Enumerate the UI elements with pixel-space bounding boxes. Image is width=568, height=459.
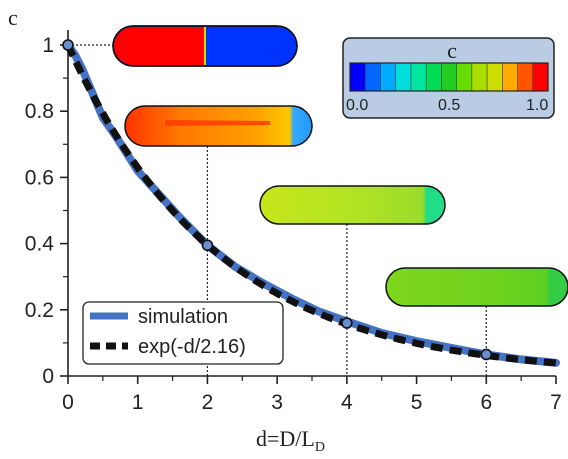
x-tick-label: 0 xyxy=(62,391,74,414)
colorbar-swatch xyxy=(395,63,412,91)
data-marker xyxy=(201,239,214,252)
colorbar-swatch xyxy=(441,63,457,91)
colorbar-swatch xyxy=(365,63,381,91)
colorbar-label-mid: 0.5 xyxy=(438,97,460,114)
legend: simulation exp(-d/2.16) xyxy=(82,301,284,365)
x-tick-label: 4 xyxy=(341,391,353,414)
capsule-d2 xyxy=(124,105,313,147)
colorbar-swatch xyxy=(410,63,427,91)
y-axis-title: c xyxy=(8,5,18,30)
colorbar-frame xyxy=(349,62,549,92)
legend-label-simulation: simulation xyxy=(138,306,228,328)
legend-label-exp-fit: exp(-d/2.16) xyxy=(138,336,246,358)
data-marker xyxy=(62,39,74,51)
x-tick-label: 1 xyxy=(132,391,144,414)
x-tick-label: 5 xyxy=(411,391,423,414)
legend-box xyxy=(82,301,284,365)
colorbar-swatch xyxy=(517,63,534,91)
x-axis-title: d=D/LD xyxy=(256,426,325,455)
colorbar-title: c xyxy=(447,38,457,63)
colorbar-swatch xyxy=(456,63,473,91)
x-axis-title-subscript: D xyxy=(315,440,325,455)
colorbar: c 0.0 0.5 1.0 xyxy=(342,37,555,119)
y-tick-label: 1 xyxy=(42,34,54,57)
colorbar-swatch xyxy=(502,63,518,91)
y-tick-label: 0.6 xyxy=(25,166,54,189)
capsule-d0 xyxy=(112,25,298,67)
series-exp-fit-line xyxy=(64,43,557,367)
x-tick-label: 3 xyxy=(271,391,283,414)
colorbar-label-high: 1.0 xyxy=(526,97,548,114)
capsule-d6 xyxy=(385,267,568,307)
colorbar-swatch xyxy=(426,63,442,91)
data-marker xyxy=(480,348,493,361)
y-tick-label: 0.2 xyxy=(25,299,54,322)
y-tick-label: 0.4 xyxy=(25,233,55,256)
x-tick-label: 2 xyxy=(202,391,214,414)
colorbar-swatch xyxy=(471,63,488,91)
y-tick-label: 0 xyxy=(42,365,54,388)
colorbar-swatch xyxy=(380,63,396,91)
colorbar-label-low: 0.0 xyxy=(346,97,368,114)
x-tick-label: 6 xyxy=(480,391,492,414)
colorbar-swatch xyxy=(487,63,503,91)
y-tick-label: 0.8 xyxy=(25,100,54,123)
x-tick-label: 7 xyxy=(550,391,562,414)
capsule-d4 xyxy=(259,185,446,225)
colorbar-swatch xyxy=(350,63,366,91)
colorbar-swatch xyxy=(532,63,549,91)
data-marker xyxy=(341,317,353,329)
